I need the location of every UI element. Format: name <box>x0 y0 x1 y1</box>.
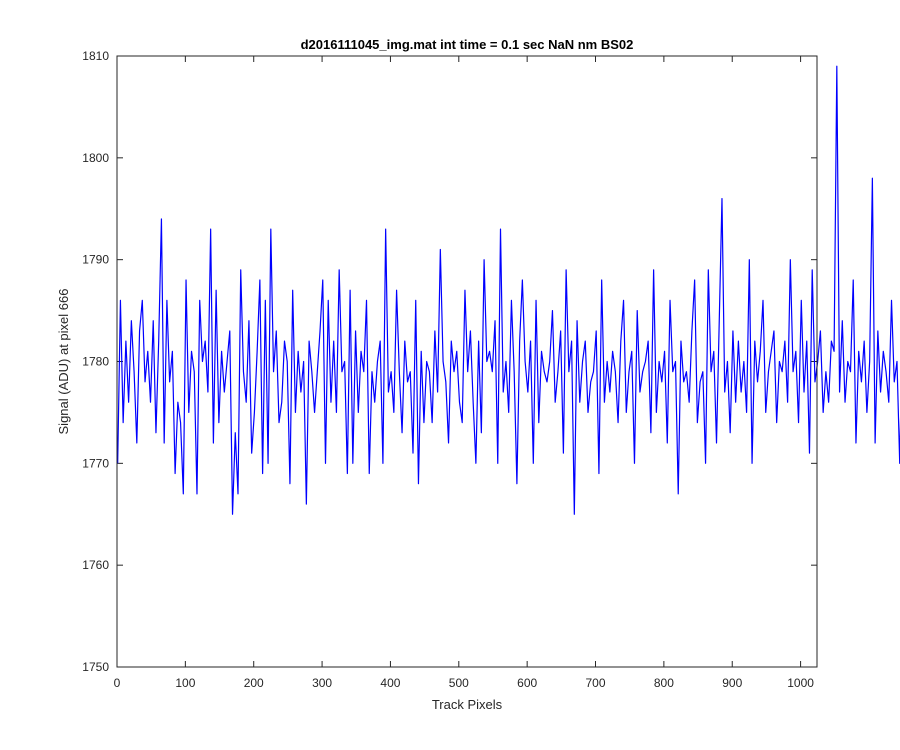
x-tick-label: 500 <box>449 676 469 690</box>
y-tick-label: 1770 <box>82 456 109 470</box>
x-tick-label: 0 <box>114 676 121 690</box>
y-tick-label: 1760 <box>82 558 109 572</box>
y-tick-label: 1790 <box>82 253 109 267</box>
y-axis-label: Signal (ADU) at pixel 666 <box>56 289 71 435</box>
x-tick-label: 1000 <box>787 676 814 690</box>
x-tick-label: 100 <box>175 676 195 690</box>
y-tick-label: 1780 <box>82 355 109 369</box>
x-tick-label: 200 <box>244 676 264 690</box>
x-tick-label: 900 <box>722 676 742 690</box>
y-axis-ticks: 1750 1760 1770 1780 1790 1800 1810 <box>82 49 817 674</box>
y-tick-label: 1810 <box>82 49 109 63</box>
y-tick-label: 1800 <box>82 151 109 165</box>
chart-title: d2016111045_img.mat int time = 0.1 sec N… <box>301 37 634 52</box>
x-tick-label: 700 <box>586 676 606 690</box>
signal-series-line <box>117 65 900 515</box>
x-tick-label: 800 <box>654 676 674 690</box>
x-tick-label: 400 <box>380 676 400 690</box>
x-tick-label: 600 <box>517 676 537 690</box>
x-tick-label: 300 <box>312 676 332 690</box>
x-axis-ticks: 0 100 200 300 400 500 600 700 800 900 1000 <box>114 56 814 690</box>
y-tick-label: 1750 <box>82 660 109 674</box>
x-axis-label: Track Pixels <box>432 697 503 712</box>
axes-box <box>116 55 818 668</box>
